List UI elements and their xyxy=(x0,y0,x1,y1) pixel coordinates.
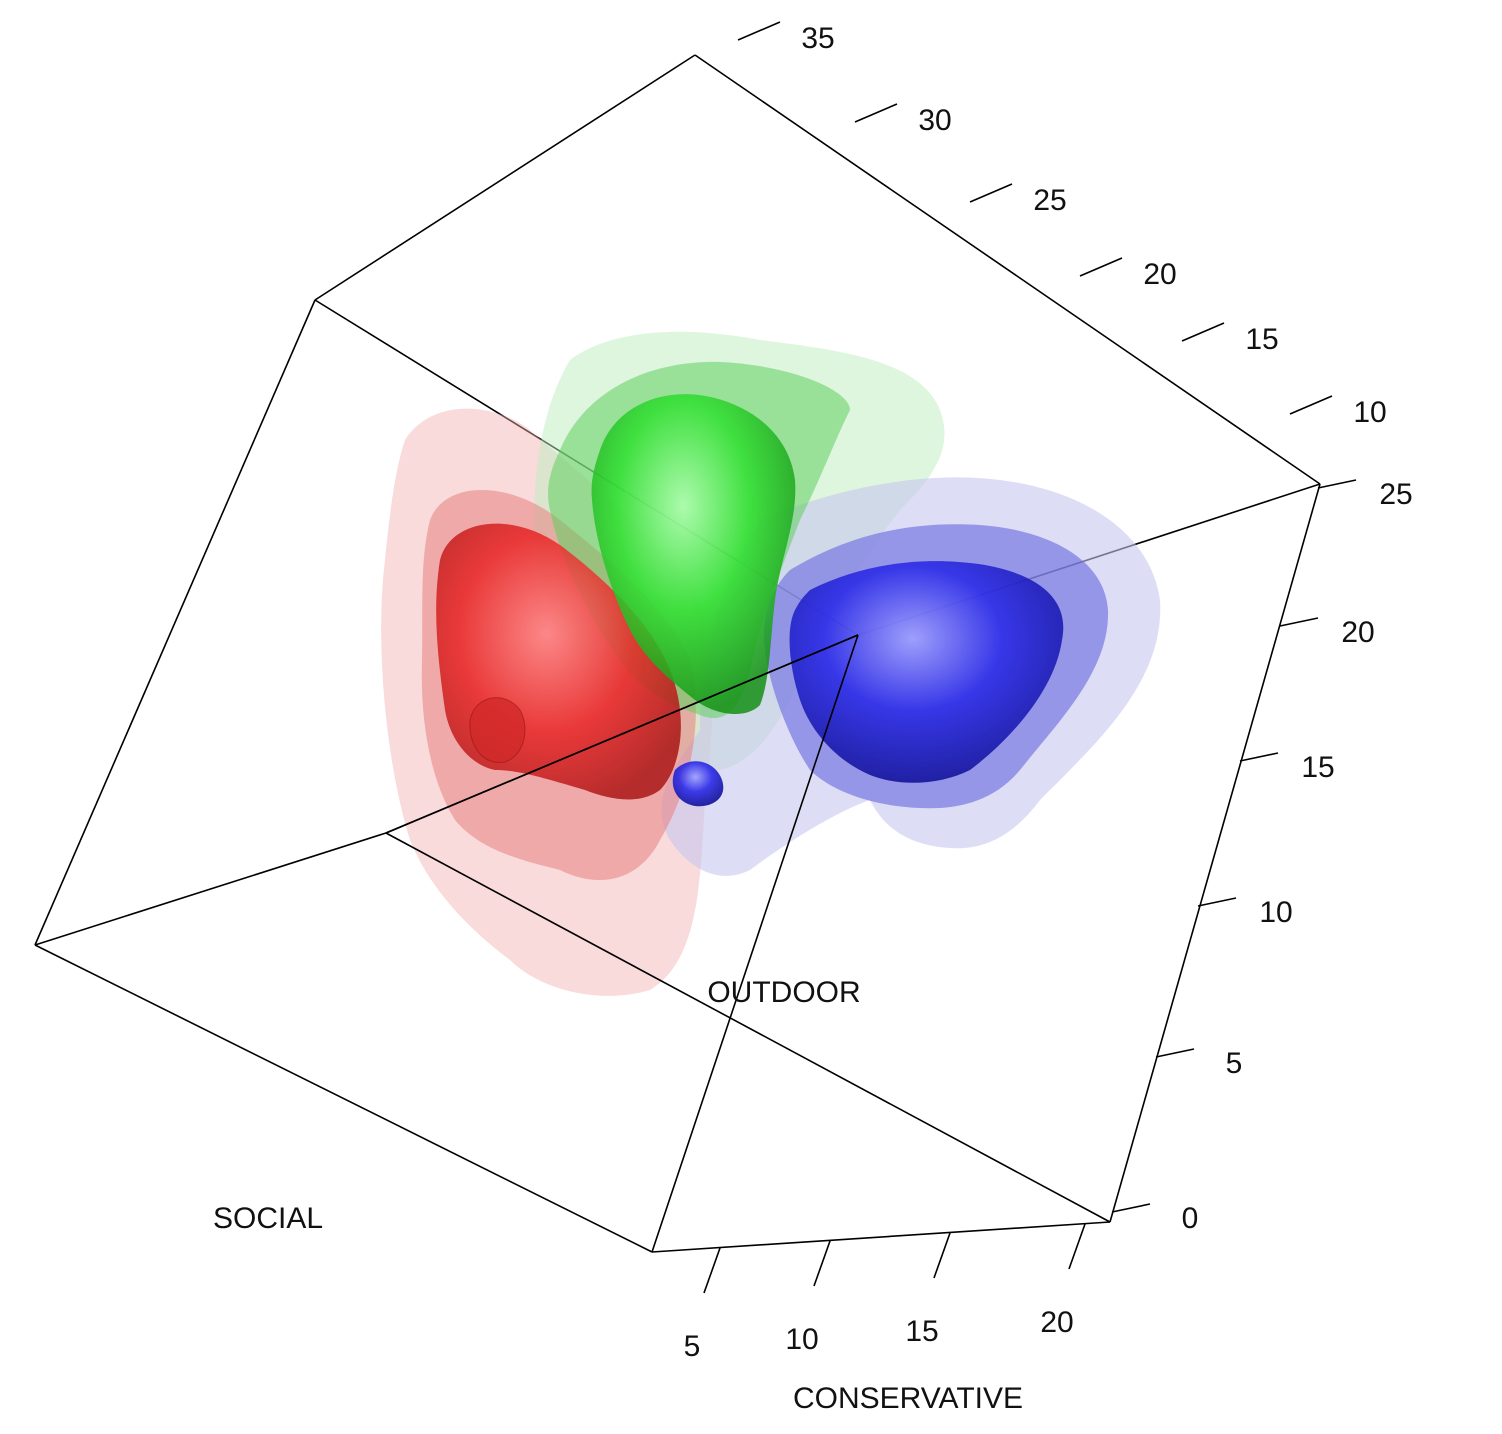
tick-conservative-mark xyxy=(1068,1223,1086,1270)
tick-conservative-mark xyxy=(933,1232,951,1279)
box-edge xyxy=(314,54,696,301)
box-edge xyxy=(385,634,859,834)
tick-social-mark xyxy=(737,21,781,41)
box-edge xyxy=(34,832,387,946)
box-edge xyxy=(34,944,653,1253)
tick-conservative-label: 5 xyxy=(684,1330,701,1363)
tick-social-mark xyxy=(1289,395,1333,415)
density-core-green xyxy=(591,394,796,715)
tick-social-mark xyxy=(854,103,898,123)
box-edge xyxy=(1109,483,1321,1223)
tick-outdoor-label: 25 xyxy=(1379,478,1412,511)
box-edge xyxy=(651,634,859,1253)
tick-social-mark xyxy=(1079,257,1123,277)
tick-outdoor-label: 5 xyxy=(1226,1047,1243,1080)
box-edge xyxy=(385,832,1111,1223)
tick-outdoor-label: 0 xyxy=(1182,1202,1199,1235)
tick-social-label: 20 xyxy=(1143,258,1176,291)
density-core-blue-small xyxy=(672,761,724,807)
tick-outdoor-mark xyxy=(1155,1048,1195,1058)
tick-outdoor-mark xyxy=(1197,897,1237,907)
axis-title-outdoor: OUTDOOR xyxy=(707,976,860,1009)
tick-outdoor-label: 10 xyxy=(1259,896,1292,929)
tick-social-label: 15 xyxy=(1245,323,1278,356)
tick-conservative-label: 20 xyxy=(1040,1306,1073,1339)
box-front-edges xyxy=(34,299,1321,1253)
tick-social-label: 25 xyxy=(1033,184,1066,217)
tick-outdoor-mark xyxy=(1111,1203,1151,1213)
box-edge xyxy=(651,1221,1111,1253)
tick-social-label: 30 xyxy=(918,104,951,137)
density-core-blue xyxy=(789,561,1064,783)
tick-conservative-label: 15 xyxy=(905,1315,938,1348)
box-edge xyxy=(34,299,316,946)
tick-social-label: 10 xyxy=(1353,396,1386,429)
density-core-red-small xyxy=(469,697,526,764)
axis-title-social: SOCIAL xyxy=(213,1202,323,1235)
tick-social-label: 35 xyxy=(801,22,834,55)
tick-outdoor-mark xyxy=(1317,479,1357,489)
tick-outdoor-mark xyxy=(1279,617,1319,627)
axis-title-conservative: CONSERVATIVE xyxy=(793,1382,1023,1415)
tick-conservative-mark xyxy=(703,1247,721,1294)
isosurfaces xyxy=(381,331,1161,996)
tick-outdoor-label: 20 xyxy=(1341,616,1374,649)
tick-conservative-label: 10 xyxy=(785,1323,818,1356)
box-edge xyxy=(694,54,1321,485)
tick-outdoor-label: 15 xyxy=(1301,751,1334,784)
tick-social-mark xyxy=(1181,322,1225,342)
tick-social-mark xyxy=(969,183,1013,203)
tick-outdoor-mark xyxy=(1239,752,1279,762)
axis-ticks: 5 10 15 20 10 15 20 25 30 35 0 5 10 15 20 25 xyxy=(684,21,1413,1363)
tick-conservative-mark xyxy=(813,1240,831,1287)
